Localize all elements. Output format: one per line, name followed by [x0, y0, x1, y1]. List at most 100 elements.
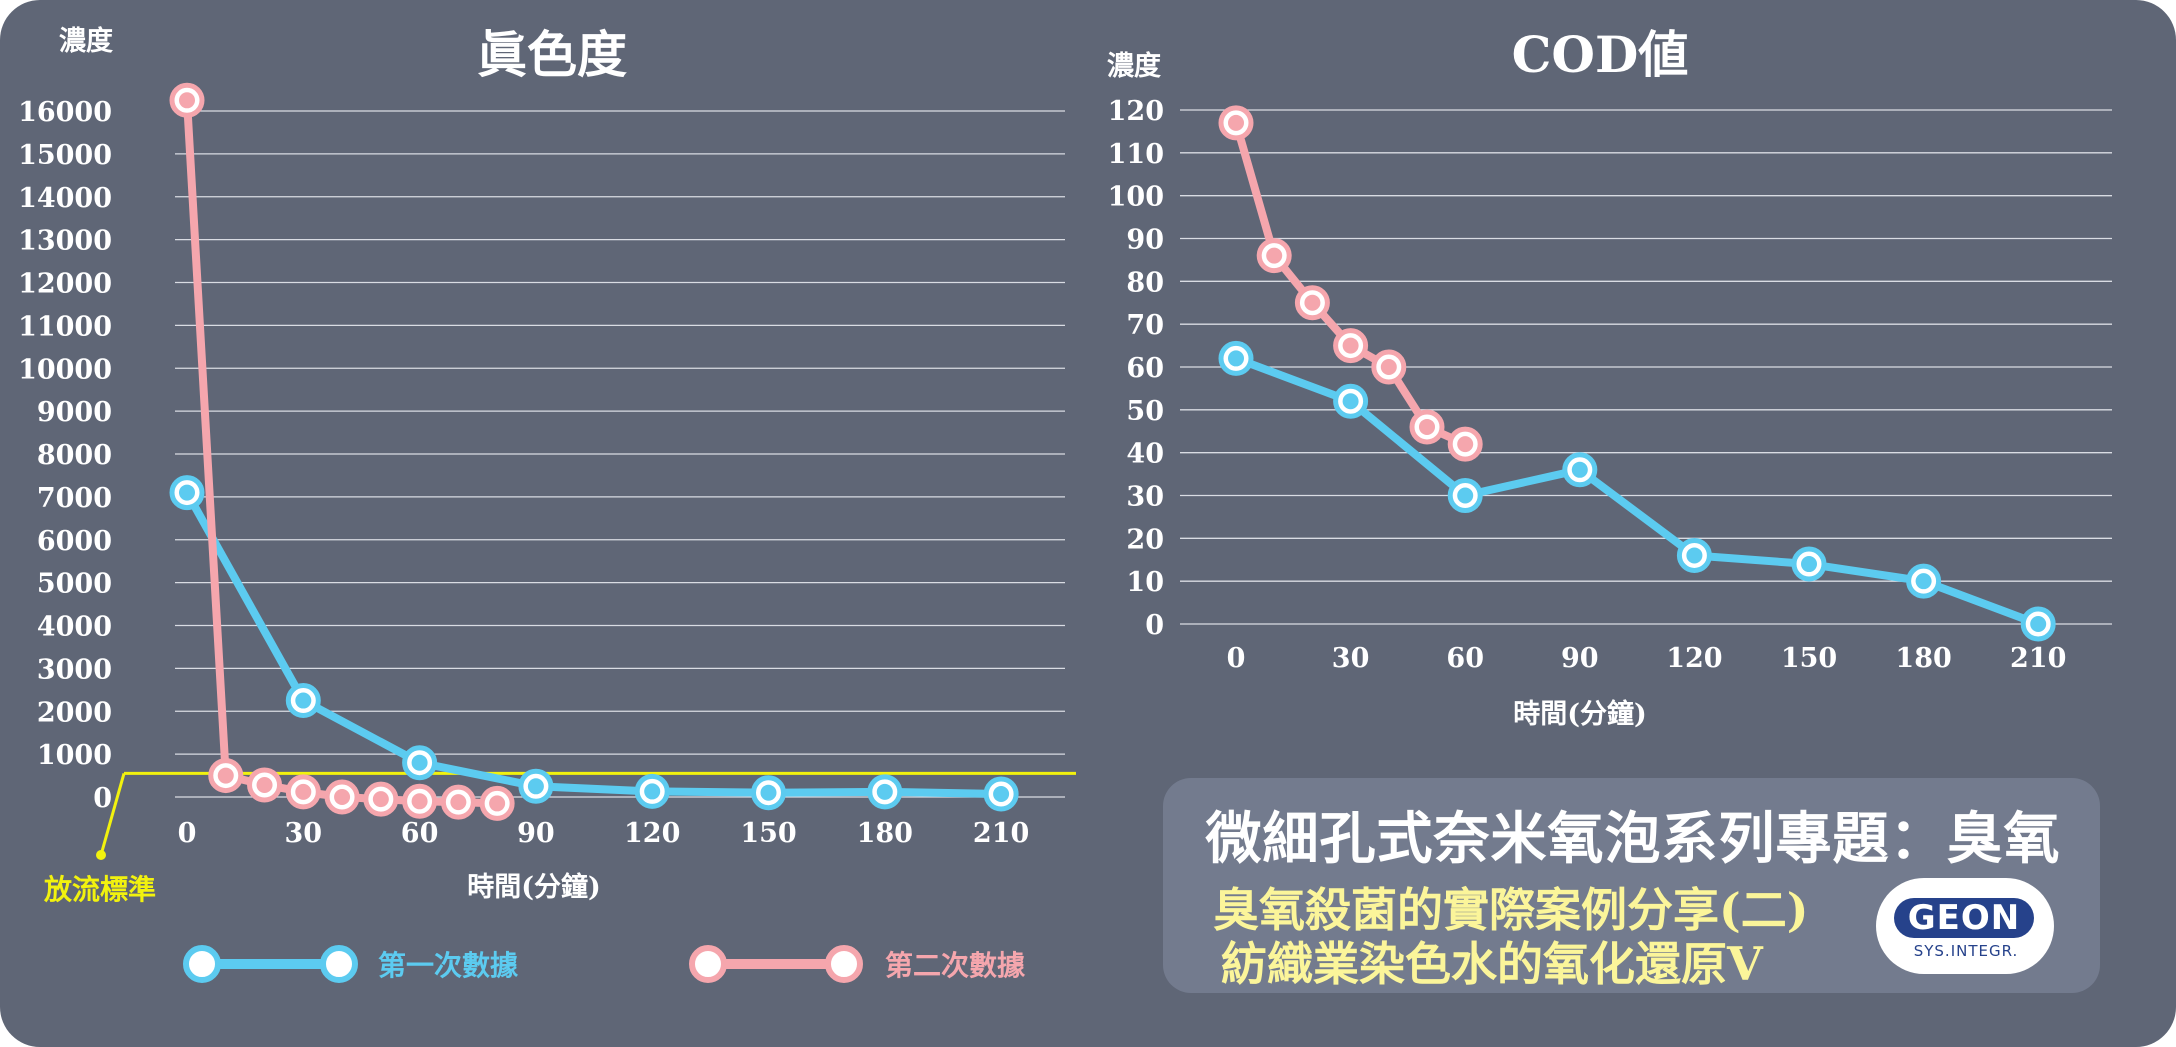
data-point-core [1266, 247, 1283, 264]
y-tick-label: 15000 [18, 140, 112, 171]
y-tick-label: 5000 [37, 569, 112, 600]
data-point-core [1571, 461, 1588, 478]
data-point-core [217, 767, 234, 784]
y-tick-label: 11000 [18, 311, 112, 342]
y-tick-label: 1000 [37, 740, 112, 771]
legend-marker-series2-left [689, 945, 727, 983]
data-point-core [1801, 556, 1817, 573]
y-tick-label: 90 [1126, 225, 1164, 256]
data-point-core [179, 484, 195, 501]
y-tick-label: 3000 [37, 654, 112, 685]
x-tick-label: 150 [740, 818, 796, 849]
legend-marker-series1-right [320, 945, 358, 983]
data-point-core [334, 789, 351, 805]
data-point-core [1342, 393, 1359, 410]
data-point-core [1915, 573, 1932, 590]
x-tick-label: 0 [178, 818, 197, 849]
legend: 第一次數據 第二次數據 [183, 945, 1026, 983]
chart-true-color: 眞色度 濃度 時間(分鐘) 0 1000 2000 3000 4000 5000 6000 7… [18, 25, 1076, 906]
series-line [183, 488, 1006, 798]
series-topic-title: 微細孔式奈米氧泡系列專題：臭氧 [1205, 806, 2061, 872]
y-tick-label: 6000 [37, 526, 112, 557]
x-tick-label: 210 [2010, 643, 2066, 674]
data-point-core [993, 785, 1010, 802]
y-tick-label: 4000 [37, 612, 112, 643]
data-point-core [1228, 350, 1244, 367]
data-point-core [876, 783, 893, 800]
chart2-xlabel: 時間(分鐘) [1513, 698, 1647, 730]
y-tick-label: 0 [93, 783, 112, 814]
x-tick-label: 210 [973, 818, 1029, 849]
chart1-title: 眞色度 [477, 25, 627, 84]
data-point-core [1419, 418, 1435, 435]
legend-label-series2: 第二次數據 [885, 949, 1026, 982]
y-tick-label: 12000 [18, 269, 112, 300]
x-tick-label: 120 [1666, 643, 1722, 674]
x-tick-label: 180 [857, 818, 913, 849]
y-tick-label: 30 [1126, 482, 1164, 513]
chart2-title: COD値 [1512, 25, 1689, 84]
y-tick-label: 60 [1126, 353, 1164, 384]
legend-label-series1: 第一次數據 [378, 949, 519, 982]
y-tick-label: 40 [1126, 439, 1164, 470]
data-point-core [760, 784, 777, 801]
legend-marker-series2-right [825, 945, 863, 983]
y-tick-label: 110 [1108, 139, 1164, 170]
y-tick-label: 70 [1126, 310, 1164, 341]
x-tick-label: 60 [1446, 643, 1484, 674]
y-tick-label: 80 [1126, 267, 1164, 298]
data-point-core [295, 692, 312, 709]
data-point-core [411, 793, 428, 810]
case-subtitle: 臭氧殺菌的實際案例分享(二) [1213, 883, 1809, 937]
y-tick-label: 10000 [18, 354, 112, 385]
logo-subtext: SYS.INTEGR. [1913, 942, 2019, 960]
x-tick-label: 90 [517, 818, 555, 849]
geon-logo: GEON SYS.INTEGR. [1876, 878, 2054, 974]
y-tick-label: 13000 [18, 226, 112, 257]
y-tick-label: 20 [1126, 524, 1164, 555]
x-tick-label: 90 [1561, 643, 1599, 674]
y-tick-label: 2000 [37, 697, 112, 728]
x-tick-label: 0 [1227, 643, 1246, 674]
y-tick-label: 10 [1126, 567, 1164, 598]
y-tick-label: 9000 [37, 397, 112, 428]
series-line [1232, 354, 2043, 628]
threshold-dot [96, 850, 106, 860]
data-point-core [372, 791, 389, 808]
y-tick-label: 50 [1126, 396, 1164, 427]
chart1-xlabel: 時間(分鐘) [467, 871, 601, 903]
data-point-core [2030, 616, 2047, 632]
data-point-core [256, 776, 273, 793]
y-tick-label: 16000 [18, 97, 112, 128]
threshold-leader [99, 773, 126, 856]
threshold-label: 放流標準 [43, 873, 156, 906]
data-point-core [295, 783, 312, 800]
data-point-core [489, 795, 506, 812]
x-tick-label: 150 [1781, 643, 1837, 674]
data-point-core [450, 794, 467, 811]
y-tick-label: 7000 [37, 483, 112, 514]
data-point-core [411, 754, 428, 771]
x-tick-label: 120 [624, 818, 680, 849]
series-line [183, 96, 502, 808]
chart-cod: COD値 濃度 時間(分鐘) 0 10 20 30 40 50 60 70 80 90 100 110… [1107, 25, 2112, 730]
data-point-core [1457, 436, 1474, 453]
data-point-core [1686, 547, 1703, 564]
data-point-core [1342, 337, 1359, 354]
data-point-core [1228, 114, 1244, 131]
x-tick-label: 60 [401, 818, 439, 849]
info-box: 微細孔式奈米氧泡系列專題：臭氧 臭氧殺菌的實際案例分享(二) 紡織業染色水的氧化… [1163, 778, 2100, 993]
chart2-ylabel: 濃度 [1107, 50, 1161, 82]
y-tick-label: 120 [1108, 96, 1164, 127]
data-point-core [1457, 487, 1474, 504]
y-tick-label: 8000 [37, 440, 112, 471]
data-point-core [1380, 359, 1397, 375]
x-tick-label: 180 [1895, 643, 1951, 674]
logo-wordmark: GEON [1894, 898, 2034, 938]
y-tick-label: 0 [1145, 610, 1164, 641]
x-tick-label: 30 [1332, 643, 1370, 674]
y-tick-label: 100 [1108, 182, 1164, 213]
chart1-ylabel: 濃度 [59, 25, 113, 57]
case-detail: 紡織業染色水的氧化還原V [1221, 937, 1763, 991]
